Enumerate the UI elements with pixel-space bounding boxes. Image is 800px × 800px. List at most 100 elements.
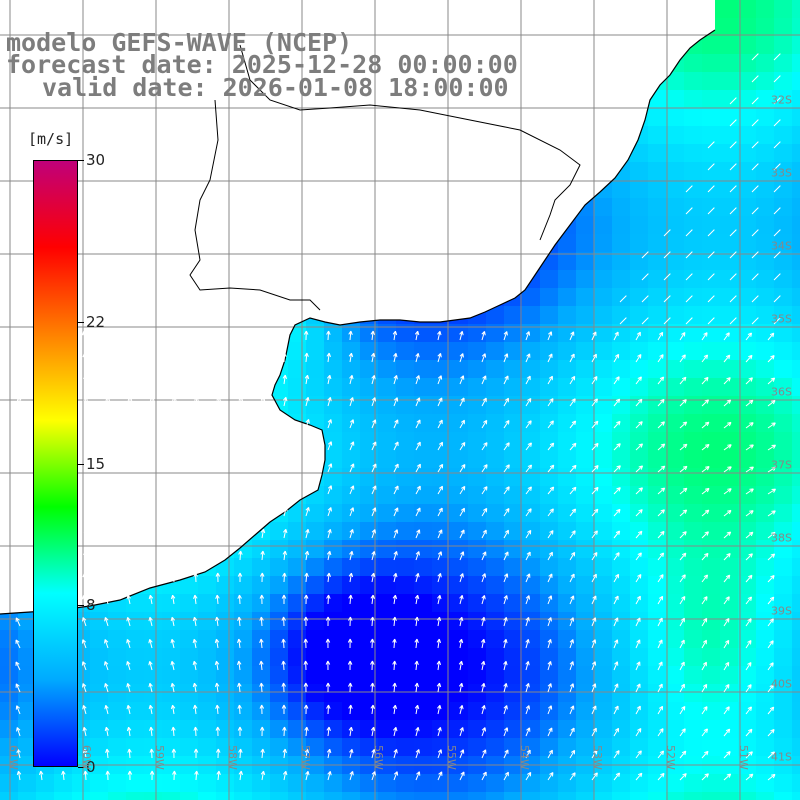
speed-cell <box>774 612 793 631</box>
wind-arrow <box>635 683 641 693</box>
speed-cell <box>522 792 541 800</box>
speed-cell <box>792 558 800 577</box>
wind-arrow <box>81 661 87 671</box>
wind-arrow <box>304 748 310 759</box>
wind-arrow <box>82 352 88 363</box>
speed-cell <box>234 684 253 703</box>
speed-cell <box>306 576 325 595</box>
speed-cell <box>612 252 631 271</box>
wind-arrow <box>525 331 531 341</box>
speed-cell <box>198 774 217 793</box>
speed-cell <box>198 630 217 649</box>
speed-cell <box>378 558 397 577</box>
speed-cell <box>126 738 145 757</box>
wind-arrow <box>170 594 176 605</box>
wind-arrow <box>767 422 776 429</box>
wind-arrow <box>767 332 775 341</box>
wind-arrow <box>236 660 242 671</box>
speed-cell <box>486 666 505 685</box>
speed-cell <box>126 774 145 793</box>
speed-cell <box>414 684 433 703</box>
speed-cell <box>558 504 577 523</box>
speed-cell <box>414 414 433 433</box>
speed-cell <box>306 666 325 685</box>
wind-arrow <box>215 726 221 737</box>
wind-arrow <box>260 770 266 781</box>
wind-arrow <box>392 638 397 649</box>
speed-cell <box>558 432 577 451</box>
wind-arrow <box>481 595 486 605</box>
wind-arrow <box>393 572 398 583</box>
speed-cell <box>702 684 721 703</box>
wind-arrow <box>349 771 354 781</box>
wind-arrow <box>15 639 21 649</box>
speed-cell <box>792 594 800 613</box>
speed-cell <box>144 720 163 739</box>
speed-cell <box>702 504 721 523</box>
speed-cell <box>756 0 775 19</box>
speed-cell <box>468 450 487 469</box>
speed-cell <box>774 630 793 649</box>
speed-cell <box>774 162 793 181</box>
wind-arrow <box>657 683 663 693</box>
wind-arrow <box>437 441 444 451</box>
speed-cell <box>720 270 739 289</box>
speed-cell <box>468 360 487 379</box>
speed-cell <box>486 342 505 361</box>
speed-cell <box>612 216 631 235</box>
speed-cell <box>594 648 613 667</box>
wind-arrow <box>326 726 331 737</box>
speed-cell <box>720 216 739 235</box>
wind-arrow <box>503 660 508 671</box>
speed-cell <box>216 684 235 703</box>
speed-cell <box>414 486 433 505</box>
wind-arrow <box>348 352 354 363</box>
speed-cell <box>720 54 739 73</box>
wind-arrow <box>15 617 21 627</box>
wind-arrow <box>503 464 510 473</box>
speed-cell <box>720 234 739 253</box>
speed-cell <box>720 396 739 415</box>
wind-arrow <box>503 397 510 407</box>
speed-cell <box>522 522 541 541</box>
speed-cell <box>666 126 685 145</box>
speed-cell <box>324 792 343 800</box>
speed-cell <box>720 306 739 325</box>
speed-cell <box>792 792 800 800</box>
speed-cell <box>270 612 289 631</box>
wind-arrow <box>525 749 531 759</box>
wind-arrow <box>481 727 487 737</box>
wind-arrow <box>172 506 177 517</box>
speed-cell <box>288 360 307 379</box>
speed-cell <box>792 198 800 217</box>
speed-cell <box>630 396 649 415</box>
speed-cell <box>738 288 757 307</box>
speed-cell <box>666 486 685 505</box>
wind-arrow <box>459 551 465 561</box>
wind-arrow <box>348 594 353 605</box>
wind-arrow <box>281 616 286 627</box>
wind-arrow <box>503 616 508 627</box>
wind-arrow <box>723 509 732 517</box>
speed-cell <box>396 360 415 379</box>
wind-arrow <box>663 273 671 281</box>
speed-cell <box>90 792 109 800</box>
speed-cell <box>612 576 631 595</box>
speed-cell <box>180 612 199 631</box>
wind-arrow <box>238 396 244 407</box>
speed-cell <box>414 558 433 577</box>
wind-arrow <box>773 163 781 171</box>
wind-arrow <box>767 553 776 561</box>
wind-arrow <box>701 617 708 627</box>
speed-cell <box>648 360 667 379</box>
wind-arrow <box>635 552 642 561</box>
speed-cell <box>774 18 793 37</box>
speed-cell <box>144 612 163 631</box>
speed-cell <box>666 108 685 127</box>
speed-cell <box>702 198 721 217</box>
speed-cell <box>144 738 163 757</box>
speed-cell <box>774 540 793 559</box>
wind-arrow <box>751 119 759 127</box>
wind-arrow <box>525 529 532 539</box>
